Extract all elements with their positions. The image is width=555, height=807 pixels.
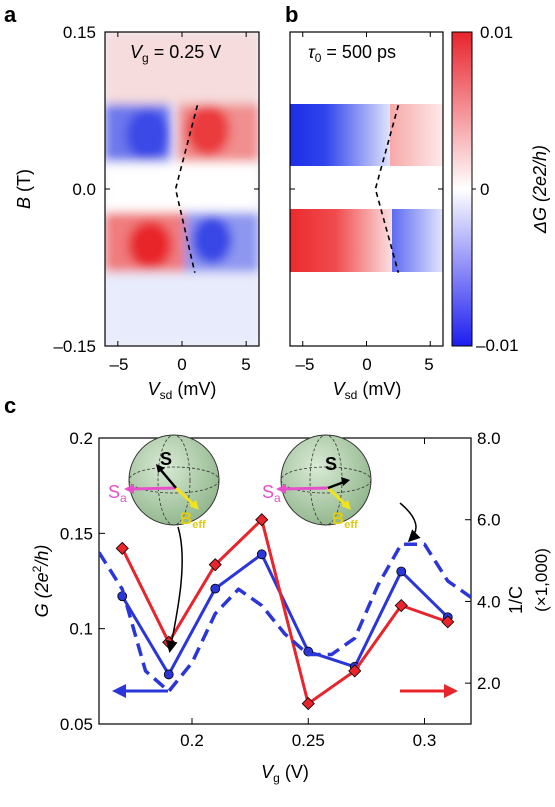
ytick-a-top: 0.15 <box>63 23 96 42</box>
c-xtick-label-0: 0.2 <box>180 731 204 750</box>
c-ytick-right-label-0: 2.0 <box>477 674 501 693</box>
c-ytick-right-label-1: 4.0 <box>477 592 501 611</box>
series-line-0 <box>120 552 449 676</box>
colorbar-tick-bottom: –0.01 <box>476 336 519 355</box>
series-0-point-6 <box>396 566 407 577</box>
xtick-a-1: –5 <box>110 355 129 374</box>
c-tick-marks <box>99 437 471 725</box>
panel-label-c: c <box>4 393 16 418</box>
series-1-point-2 <box>208 558 222 572</box>
series-0-point-3 <box>256 549 267 560</box>
dashed-line-b <box>374 105 400 273</box>
c-ytick-label-2: 0.15 <box>60 524 93 543</box>
inset-sa-label-right: Sa <box>262 482 281 505</box>
xtick-a-2: 0 <box>177 355 186 374</box>
dashed-line-b <box>374 105 400 273</box>
ylabel-c-right-scale: (×1,000) <box>532 548 551 612</box>
c-ytick-label-0: 0.05 <box>60 715 93 734</box>
series-1-point-7 <box>441 615 455 629</box>
panel-label-b: b <box>285 2 298 27</box>
heatmap-b <box>290 32 443 346</box>
c-ytick-label-1: 0.1 <box>69 620 93 639</box>
c-ytick-label-3: 0.2 <box>69 429 93 448</box>
left-axis-arrow <box>112 684 168 698</box>
ytick-a-mid: 0.0 <box>72 180 96 199</box>
inset-s-label-left: S <box>160 449 172 469</box>
ylabel-c-right: 1/C <box>506 586 526 614</box>
c-ytick-right-label-2: 6.0 <box>477 511 501 530</box>
frame-c <box>98 437 472 725</box>
dashed-line-a <box>174 105 199 273</box>
c-ytick-right-label-3: 8.0 <box>477 429 501 448</box>
colorbar-tick-top: 0.01 <box>480 23 513 42</box>
ylabel-c-left: G (2e2/h) <box>30 545 52 618</box>
arrow-left-inset <box>165 526 183 653</box>
inset-s-label-right: S <box>325 454 337 474</box>
xtick-a-3: 5 <box>241 355 250 374</box>
inset-beff-label-right: Beff <box>332 509 358 531</box>
c-xtick-label-2: 0.3 <box>413 731 437 750</box>
series-line-1 <box>120 518 449 706</box>
arrow-right-inset <box>399 502 421 543</box>
series-0-point-1 <box>163 669 174 680</box>
inset-sa-label-left: Sa <box>108 482 127 505</box>
xlabel-c: Vg (V) <box>261 762 309 785</box>
series-1-point-5 <box>348 664 362 678</box>
xtick-b-2: 0 <box>362 355 371 374</box>
xtick-b-3: 5 <box>424 355 433 374</box>
ytick-a-bottom: –0.15 <box>53 337 96 356</box>
xtick-b-1: –5 <box>296 355 315 374</box>
dashed-line-a <box>174 105 199 273</box>
c-xtick-label-1: 0.25 <box>292 731 325 750</box>
series-1-point-6 <box>394 598 408 613</box>
series-line-2 <box>99 542 471 694</box>
annotation-b: τ0 = 500 ps <box>308 42 396 65</box>
series-1-point-0 <box>115 541 129 555</box>
top-tick-marks <box>105 31 443 347</box>
panel-label-a: a <box>4 2 17 27</box>
ylabel-a: B (T) <box>14 169 34 209</box>
right-axis-arrow <box>400 684 458 698</box>
c-series <box>99 513 471 711</box>
series-1-point-4 <box>301 697 315 711</box>
annotation-a: Vg = 0.25 V <box>130 42 221 65</box>
xlabel-a: Vsd (mV) <box>148 379 217 402</box>
colorbar <box>451 31 473 347</box>
inset-beff-label-left: Beff <box>180 509 206 531</box>
colorbar-label: ΔG (2e2/h) <box>530 145 550 234</box>
c-tick-labels: 0.2 0.25 0.3 0.05 0.1 0.15 0.2 2.0 4.0 6.0 8.0 <box>60 429 501 750</box>
series-1-point-3 <box>255 513 269 527</box>
series-0-point-2 <box>210 583 221 594</box>
xlabel-b: Vsd (mV) <box>333 379 402 402</box>
heatmap-a <box>105 32 259 346</box>
colorbar-tick-mid: 0 <box>480 180 489 199</box>
sphere-inset-right: S Sa Beff <box>262 434 372 531</box>
sphere-inset-left: S Sa Beff <box>108 434 220 531</box>
